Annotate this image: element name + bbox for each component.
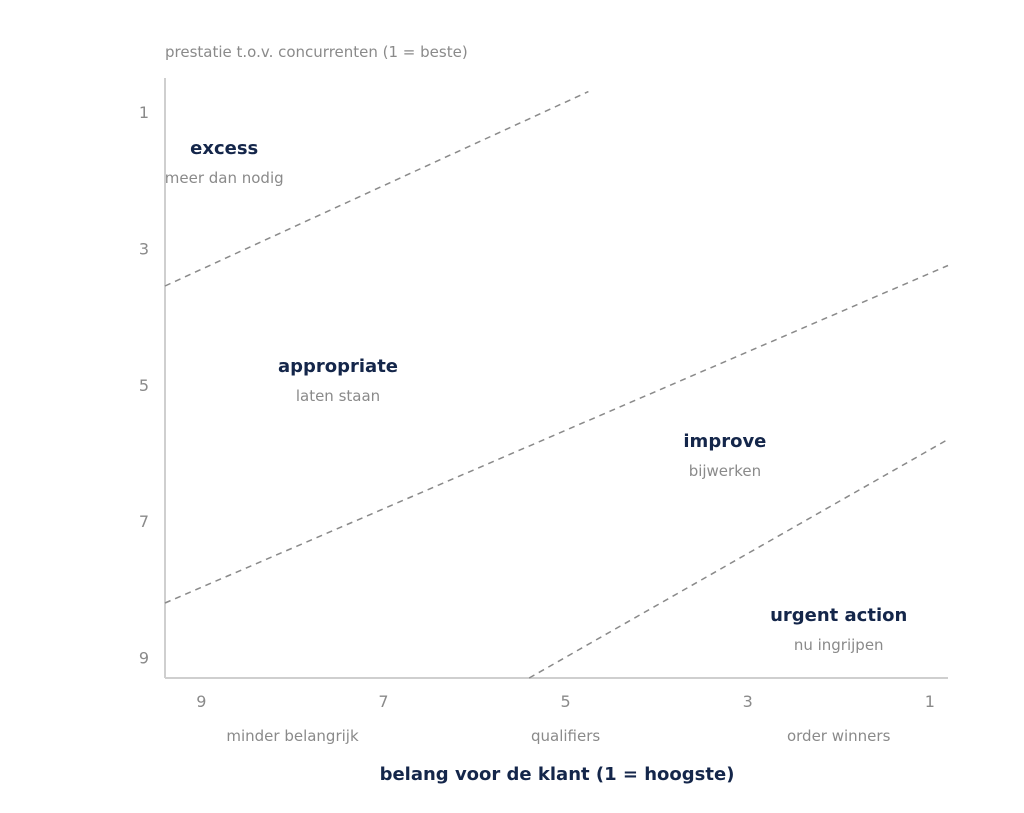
x-category-label: minder belangrijk xyxy=(226,727,359,745)
boundary-lines xyxy=(164,90,949,679)
x-tick-label: 7 xyxy=(378,692,388,711)
zone-subtitle: bijwerken xyxy=(689,462,761,480)
x-axis-title: belang voor de klant (1 = hoogste) xyxy=(380,764,735,785)
excess-boundary xyxy=(164,90,589,287)
y-axis-title: prestatie t.o.v. concurrenten (1 = beste… xyxy=(165,43,468,61)
x-tick-label: 9 xyxy=(196,692,206,711)
y-tick-label: 1 xyxy=(139,103,149,122)
y-tick-label: 3 xyxy=(139,240,149,259)
y-tick-label: 5 xyxy=(139,376,149,395)
zone-labels: excess meer dan nodig appropriate laten sta… xyxy=(165,138,908,654)
y-tick-label: 7 xyxy=(139,512,149,531)
x-tick-label: 3 xyxy=(743,692,753,711)
x-category-labels: minder belangrijk qualifiers order winners xyxy=(226,727,890,745)
zone-subtitle: laten staan xyxy=(296,387,380,405)
zone-title: appropriate xyxy=(278,356,398,377)
x-category-label: order winners xyxy=(787,727,891,745)
x-category-label: qualifiers xyxy=(531,727,600,745)
y-tick-label: 9 xyxy=(139,649,149,668)
zone-subtitle: meer dan nodig xyxy=(165,169,284,187)
urgent-boundary xyxy=(528,438,949,679)
zone-title: urgent action xyxy=(770,605,907,626)
appropriate-boundary xyxy=(164,264,949,604)
zone-title: improve xyxy=(683,431,766,452)
y-ticks: 1 3 5 7 9 xyxy=(139,103,149,667)
x-ticks: 9 7 5 3 1 xyxy=(196,692,935,711)
x-tick-label: 5 xyxy=(561,692,571,711)
zone-title: excess xyxy=(190,138,258,159)
zone-subtitle: nu ingrijpen xyxy=(794,636,884,654)
x-tick-label: 1 xyxy=(925,692,935,711)
